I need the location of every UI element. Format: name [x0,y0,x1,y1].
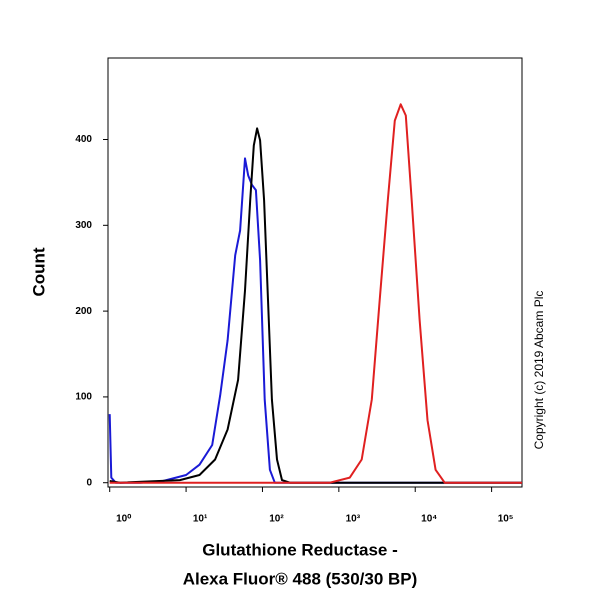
y-tick-label: 200 [75,306,92,317]
x-tick-label: 10⁵ [498,514,514,525]
x-axis-label: Alexa Fluor® 488 (530/30 BP) [183,569,418,588]
y-tick-label: 300 [75,220,92,231]
plot-frame [107,57,523,488]
series-line [109,127,522,484]
series-line [109,103,522,484]
y-tick-label: 0 [86,477,92,488]
x-axis-label: Glutathione Reductase - [202,540,398,559]
copyright: Copyright (c) 2019 Abcam Plc [532,291,546,450]
x-tick-label: 10⁴ [421,514,437,525]
y-axis-label: Count [29,247,48,296]
x-tick-label: 10¹ [193,514,208,525]
x-tick-label: 10⁰ [116,514,131,525]
y-tick-label: 400 [75,134,92,145]
x-tick-label: 10³ [346,514,361,525]
y-tick-label: 100 [75,392,92,403]
x-tick-label: 10² [269,514,284,525]
